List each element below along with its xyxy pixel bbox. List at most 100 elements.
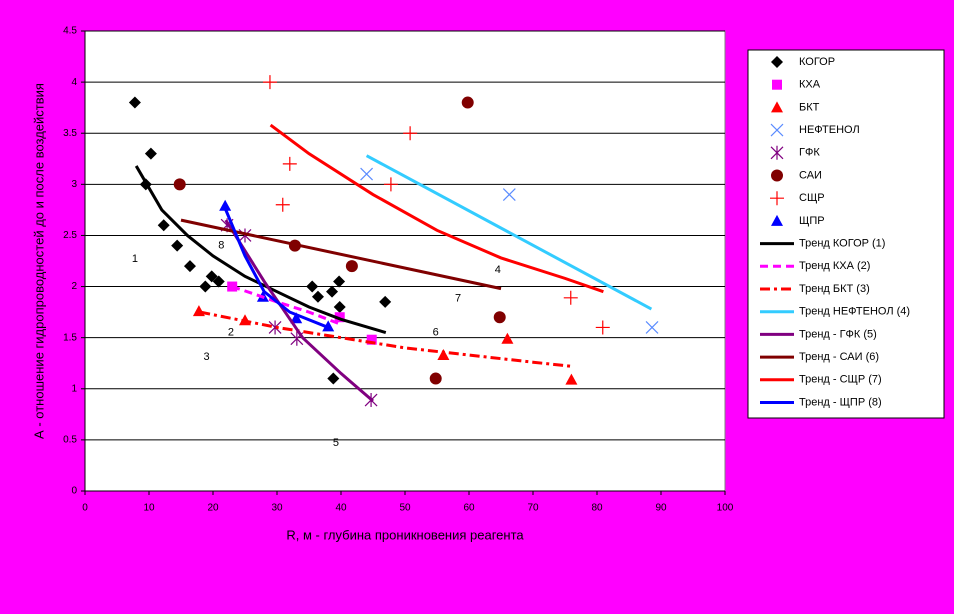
point <box>502 188 516 201</box>
y-tick-label: 2.5 <box>63 230 77 241</box>
point <box>403 126 418 141</box>
point <box>429 372 442 385</box>
point <box>157 219 170 232</box>
trend-line <box>224 219 374 403</box>
point <box>173 178 186 191</box>
point <box>275 197 290 212</box>
point <box>645 321 659 334</box>
point <box>326 285 339 298</box>
y-tick-label: 1 <box>71 383 77 394</box>
point <box>563 290 578 305</box>
legend-label: САИ <box>799 169 822 181</box>
x-tick-label: 20 <box>207 503 219 514</box>
x-tick-label: 50 <box>399 503 411 514</box>
x-tick-label: 90 <box>655 503 667 514</box>
annotation: 1 <box>132 253 138 265</box>
x-tick-label: 40 <box>335 503 347 514</box>
point <box>379 295 392 308</box>
y-tick-label: 0 <box>71 486 77 497</box>
legend-label: КОГОР <box>799 56 835 68</box>
legend-swatch <box>770 191 784 206</box>
point <box>183 260 196 273</box>
legend-label: Тренд - ЩПР (8) <box>799 396 882 408</box>
legend-label: Тренд НЕФТЕНОЛ (4) <box>799 306 910 318</box>
point <box>128 96 141 109</box>
y-tick-label: 3 <box>71 179 77 190</box>
x-tick-label: 60 <box>463 503 475 514</box>
legend-label: СЩР <box>799 192 825 204</box>
point <box>327 372 340 385</box>
point <box>437 349 450 361</box>
point <box>262 75 277 90</box>
point <box>205 270 218 283</box>
y-axis-label: А - отношение гидропроводностей до и пос… <box>31 83 46 439</box>
trend-line <box>134 165 387 334</box>
legend-swatch <box>770 123 784 137</box>
y-tick-label: 4.5 <box>63 26 77 37</box>
annotation: 3 <box>204 351 210 363</box>
point <box>290 312 303 324</box>
point <box>219 199 232 211</box>
point <box>360 167 374 181</box>
point <box>212 275 225 288</box>
legend-label: Тренд КОГОР (1) <box>799 238 885 250</box>
point <box>333 275 346 288</box>
x-tick-label: 80 <box>591 503 603 514</box>
legend-label: Тренд - САИ (6) <box>799 351 879 363</box>
point <box>171 239 184 252</box>
point <box>366 334 377 345</box>
point <box>383 177 398 192</box>
legend-label: Тренд КХА (2) <box>799 260 870 272</box>
legend-swatch <box>772 79 782 90</box>
legend-swatch <box>771 56 783 68</box>
annotation: 4 <box>495 264 501 276</box>
annotation: 6 <box>433 326 439 338</box>
trend-line <box>365 154 653 311</box>
trend-line <box>224 209 329 329</box>
legend-label: ЩПР <box>799 215 825 227</box>
legend-label: Тренд - ГФК (5) <box>799 328 877 340</box>
y-tick-label: 3.5 <box>63 128 77 139</box>
point <box>345 260 358 273</box>
point <box>493 311 506 324</box>
point <box>461 96 474 109</box>
legend-label: Тренд БКТ (3) <box>799 283 870 295</box>
y-tick-label: 4 <box>71 77 77 88</box>
point <box>311 290 324 303</box>
legend-swatch <box>771 169 783 182</box>
point <box>144 147 157 160</box>
legend-swatch <box>771 214 783 226</box>
x-tick-label: 10 <box>143 503 155 514</box>
legend-label: ГФК <box>799 147 820 159</box>
trend-line <box>199 310 572 368</box>
legend-label: КХА <box>799 79 821 91</box>
x-tick-label: 70 <box>527 503 539 514</box>
annotation: 2 <box>228 326 234 338</box>
x-axis-label: R, м - глубина проникновения реагента <box>286 527 524 542</box>
y-tick-label: 1.5 <box>63 332 77 343</box>
annotation: 8 <box>218 240 224 252</box>
legend-label: Тренд - СЩР (7) <box>799 374 882 386</box>
point <box>306 280 319 293</box>
trend-line <box>269 123 604 294</box>
point <box>565 373 578 385</box>
annotation: 5 <box>333 437 339 449</box>
point <box>501 332 514 344</box>
point <box>268 320 282 335</box>
x-tick-label: 100 <box>717 503 734 514</box>
y-tick-label: 2 <box>71 281 77 292</box>
y-tick-label: 0.5 <box>63 435 77 446</box>
legend-swatch <box>771 101 783 113</box>
x-tick-label: 30 <box>271 503 283 514</box>
annotation: 7 <box>455 293 461 305</box>
plot-area <box>84 30 726 492</box>
point <box>199 280 212 293</box>
trend-line <box>231 285 342 326</box>
point <box>595 320 610 335</box>
legend-label: БКТ <box>799 101 820 113</box>
point <box>333 301 346 313</box>
legend-swatch <box>770 145 784 160</box>
x-tick-label: 0 <box>82 503 88 514</box>
point <box>282 156 297 171</box>
